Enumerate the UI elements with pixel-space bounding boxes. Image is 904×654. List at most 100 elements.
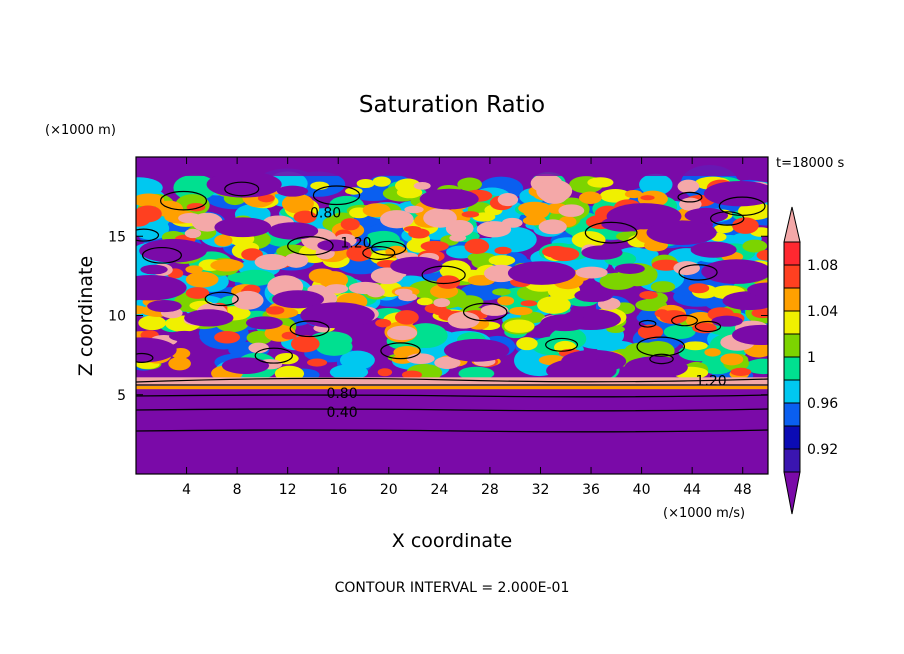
- field-patch: [579, 191, 602, 204]
- contour-labels: 0.80 1.20 0.80 0.40 1.20: [310, 205, 727, 421]
- colorbar-box: [783, 287, 801, 312]
- field-patch: [136, 337, 177, 363]
- contour-line: [312, 185, 361, 206]
- y-tick-label: 5: [117, 388, 126, 404]
- field-patch: [380, 210, 414, 229]
- field-patch: [682, 341, 708, 351]
- field-patch: [516, 337, 538, 351]
- field-patch: [307, 358, 328, 367]
- field-patch: [315, 337, 353, 356]
- field-patch: [635, 298, 668, 312]
- contour-interval-note: CONTOUR INTERVAL = 2.000E-01: [335, 580, 570, 596]
- cloud-layer-patches: [136, 157, 768, 390]
- contour-line: [545, 337, 579, 352]
- field-patch: [420, 240, 449, 252]
- field-patch: [722, 291, 768, 311]
- field-patch: [624, 356, 688, 379]
- colorbar: 0.92 0.96 1 1.04 1.08: [783, 206, 838, 515]
- colorbar-tick-label: 0.92: [807, 442, 838, 458]
- colorbar-tick-label: 1: [807, 350, 816, 366]
- field-patch: [575, 266, 608, 279]
- field-patch: [268, 222, 319, 240]
- contour-line: [421, 265, 466, 285]
- contour-label: 0.40: [326, 405, 357, 421]
- field-patch: [646, 220, 717, 245]
- upper-dry-layer: [136, 157, 768, 177]
- field-patch: [340, 218, 360, 231]
- colorbar-box: [783, 425, 801, 450]
- field-patch: [443, 338, 510, 362]
- field-patch: [136, 274, 187, 301]
- field-patch: [704, 348, 721, 357]
- contour-line: [380, 342, 421, 360]
- field-patch: [377, 368, 393, 377]
- field-patch: [434, 356, 461, 369]
- y-ticks: 5 10 15: [108, 229, 768, 404]
- field-patch: [136, 210, 151, 227]
- field-patch: [210, 259, 244, 272]
- field-patch: [245, 316, 283, 330]
- contour-line: [141, 246, 182, 264]
- contour-label: 1.20: [696, 373, 727, 389]
- x-tick-label: 16: [329, 482, 347, 498]
- field-patch: [497, 193, 519, 207]
- field-patch: [504, 319, 535, 333]
- x-tick-label: 8: [233, 482, 242, 498]
- field-patch: [747, 282, 768, 297]
- field-patch: [476, 221, 512, 238]
- field-patch: [497, 296, 515, 306]
- field-patch: [537, 296, 571, 314]
- contour-line: [584, 221, 638, 244]
- field-patch: [742, 239, 768, 253]
- field-patch: [457, 177, 483, 191]
- field-patch: [324, 284, 349, 294]
- field-patch: [520, 300, 538, 307]
- contour-line: [649, 353, 674, 365]
- field-patch: [732, 217, 759, 234]
- field-patch: [366, 230, 400, 249]
- contour-line: [678, 264, 718, 281]
- field-patch: [711, 315, 743, 327]
- field-patch: [507, 261, 576, 285]
- y-unit-label: (×1000 m): [45, 123, 116, 138]
- field-patch: [659, 310, 688, 324]
- x-tick-label: 20: [380, 482, 398, 498]
- colorbar-under-triangle: [783, 471, 801, 515]
- field-patch: [756, 250, 768, 261]
- x-tick-label: 32: [532, 482, 550, 498]
- field-patch: [184, 228, 202, 239]
- contour-line: [709, 211, 745, 226]
- field-patch: [390, 256, 443, 275]
- field-patch: [546, 358, 617, 384]
- contour-line: [462, 302, 508, 322]
- cloud-base-edge: [136, 386, 768, 390]
- field-patch: [538, 219, 567, 235]
- x-tick-label: 24: [430, 482, 448, 498]
- x-tick-label: 4: [182, 482, 191, 498]
- field-patch: [540, 314, 589, 332]
- field-patch: [375, 318, 392, 328]
- field-patch: [356, 178, 375, 189]
- field-patch: [624, 189, 643, 199]
- chart-title: Saturation Ratio: [359, 92, 545, 118]
- field-patch: [139, 238, 207, 263]
- field-patch: [257, 194, 275, 203]
- field-patch: [147, 300, 182, 313]
- field-patch: [214, 217, 272, 238]
- field-patch: [730, 367, 752, 376]
- field-patch: [677, 179, 700, 194]
- field-patch: [433, 298, 451, 308]
- field-patch: [406, 353, 435, 365]
- field-patch: [639, 290, 658, 300]
- stable-layer-contours: [136, 384, 768, 433]
- x-tick-label: 12: [279, 482, 297, 498]
- field-patch: [447, 311, 480, 329]
- field-patch: [574, 288, 613, 303]
- colorbar-box: [783, 241, 801, 266]
- field-patch: [345, 187, 363, 195]
- field-patch: [650, 281, 676, 293]
- field-patch: [396, 186, 423, 199]
- colorbar-over-triangle: [783, 206, 801, 243]
- field-patch: [423, 208, 457, 228]
- field-patch: [221, 357, 270, 374]
